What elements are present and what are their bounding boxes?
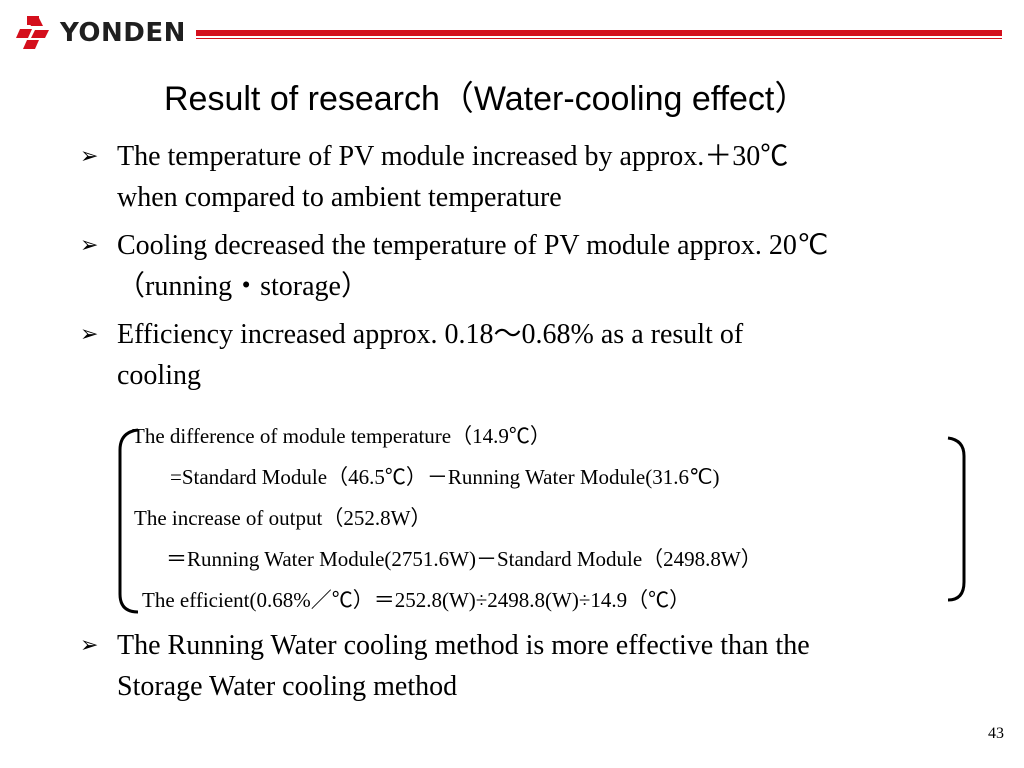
yonden-logo: YONDEN: [14, 16, 186, 50]
bullet-item: ➢ Efficiency increased approx. 0.18～0.68…: [80, 314, 980, 396]
bullet-line: when compared to ambient temperature: [117, 182, 562, 213]
bullet-item: ➢ The Running Water cooling method is mo…: [80, 625, 980, 707]
formula-left-bracket: [118, 428, 139, 614]
formula-right-bracket: [947, 436, 966, 602]
bullet-line: cooling: [117, 360, 201, 391]
page-number: 43: [988, 725, 1004, 742]
bullet-line: Efficiency increased approx. 0.18～0.68% …: [117, 319, 744, 350]
slide-title: Result of research（Water-cooling effect）: [164, 80, 809, 118]
yonden-logo-icon: [16, 16, 49, 49]
arrow-bullet-icon: ➢: [80, 144, 99, 169]
arrow-bullet-icon: ➢: [80, 233, 99, 258]
bullet-item: ➢ The temperature of PV module increased…: [80, 136, 980, 218]
formula-line: The efficient(0.68%／℃）＝252.8(W)÷2498.8(W…: [142, 588, 691, 612]
formula-line: The increase of output（252.8W）: [134, 506, 432, 530]
bullet-line: Storage Water cooling method: [117, 671, 458, 702]
formula-line: =Standard Module（46.5℃）－Running Water Mo…: [170, 465, 720, 489]
bullet-item: ➢ Cooling decreased the temperature of P…: [80, 225, 980, 307]
arrow-bullet-icon: ➢: [80, 633, 99, 658]
formula-line: ＝Running Water Module(2751.6W)－Standard …: [166, 547, 762, 571]
logo-wordmark: YONDEN: [60, 18, 186, 48]
bullet-line: Cooling decreased the temperature of PV …: [117, 230, 829, 261]
arrow-bullet-icon: ➢: [80, 322, 99, 347]
bullet-line: The temperature of PV module increased b…: [117, 141, 789, 172]
bullet-line: The Running Water cooling method is more…: [117, 630, 810, 661]
header-rule-thin: [196, 38, 1002, 39]
header-rule: [196, 30, 1002, 36]
bullet-line: （running・storage）: [117, 271, 369, 302]
formula-line: The difference of module temperature（14.…: [132, 424, 551, 448]
